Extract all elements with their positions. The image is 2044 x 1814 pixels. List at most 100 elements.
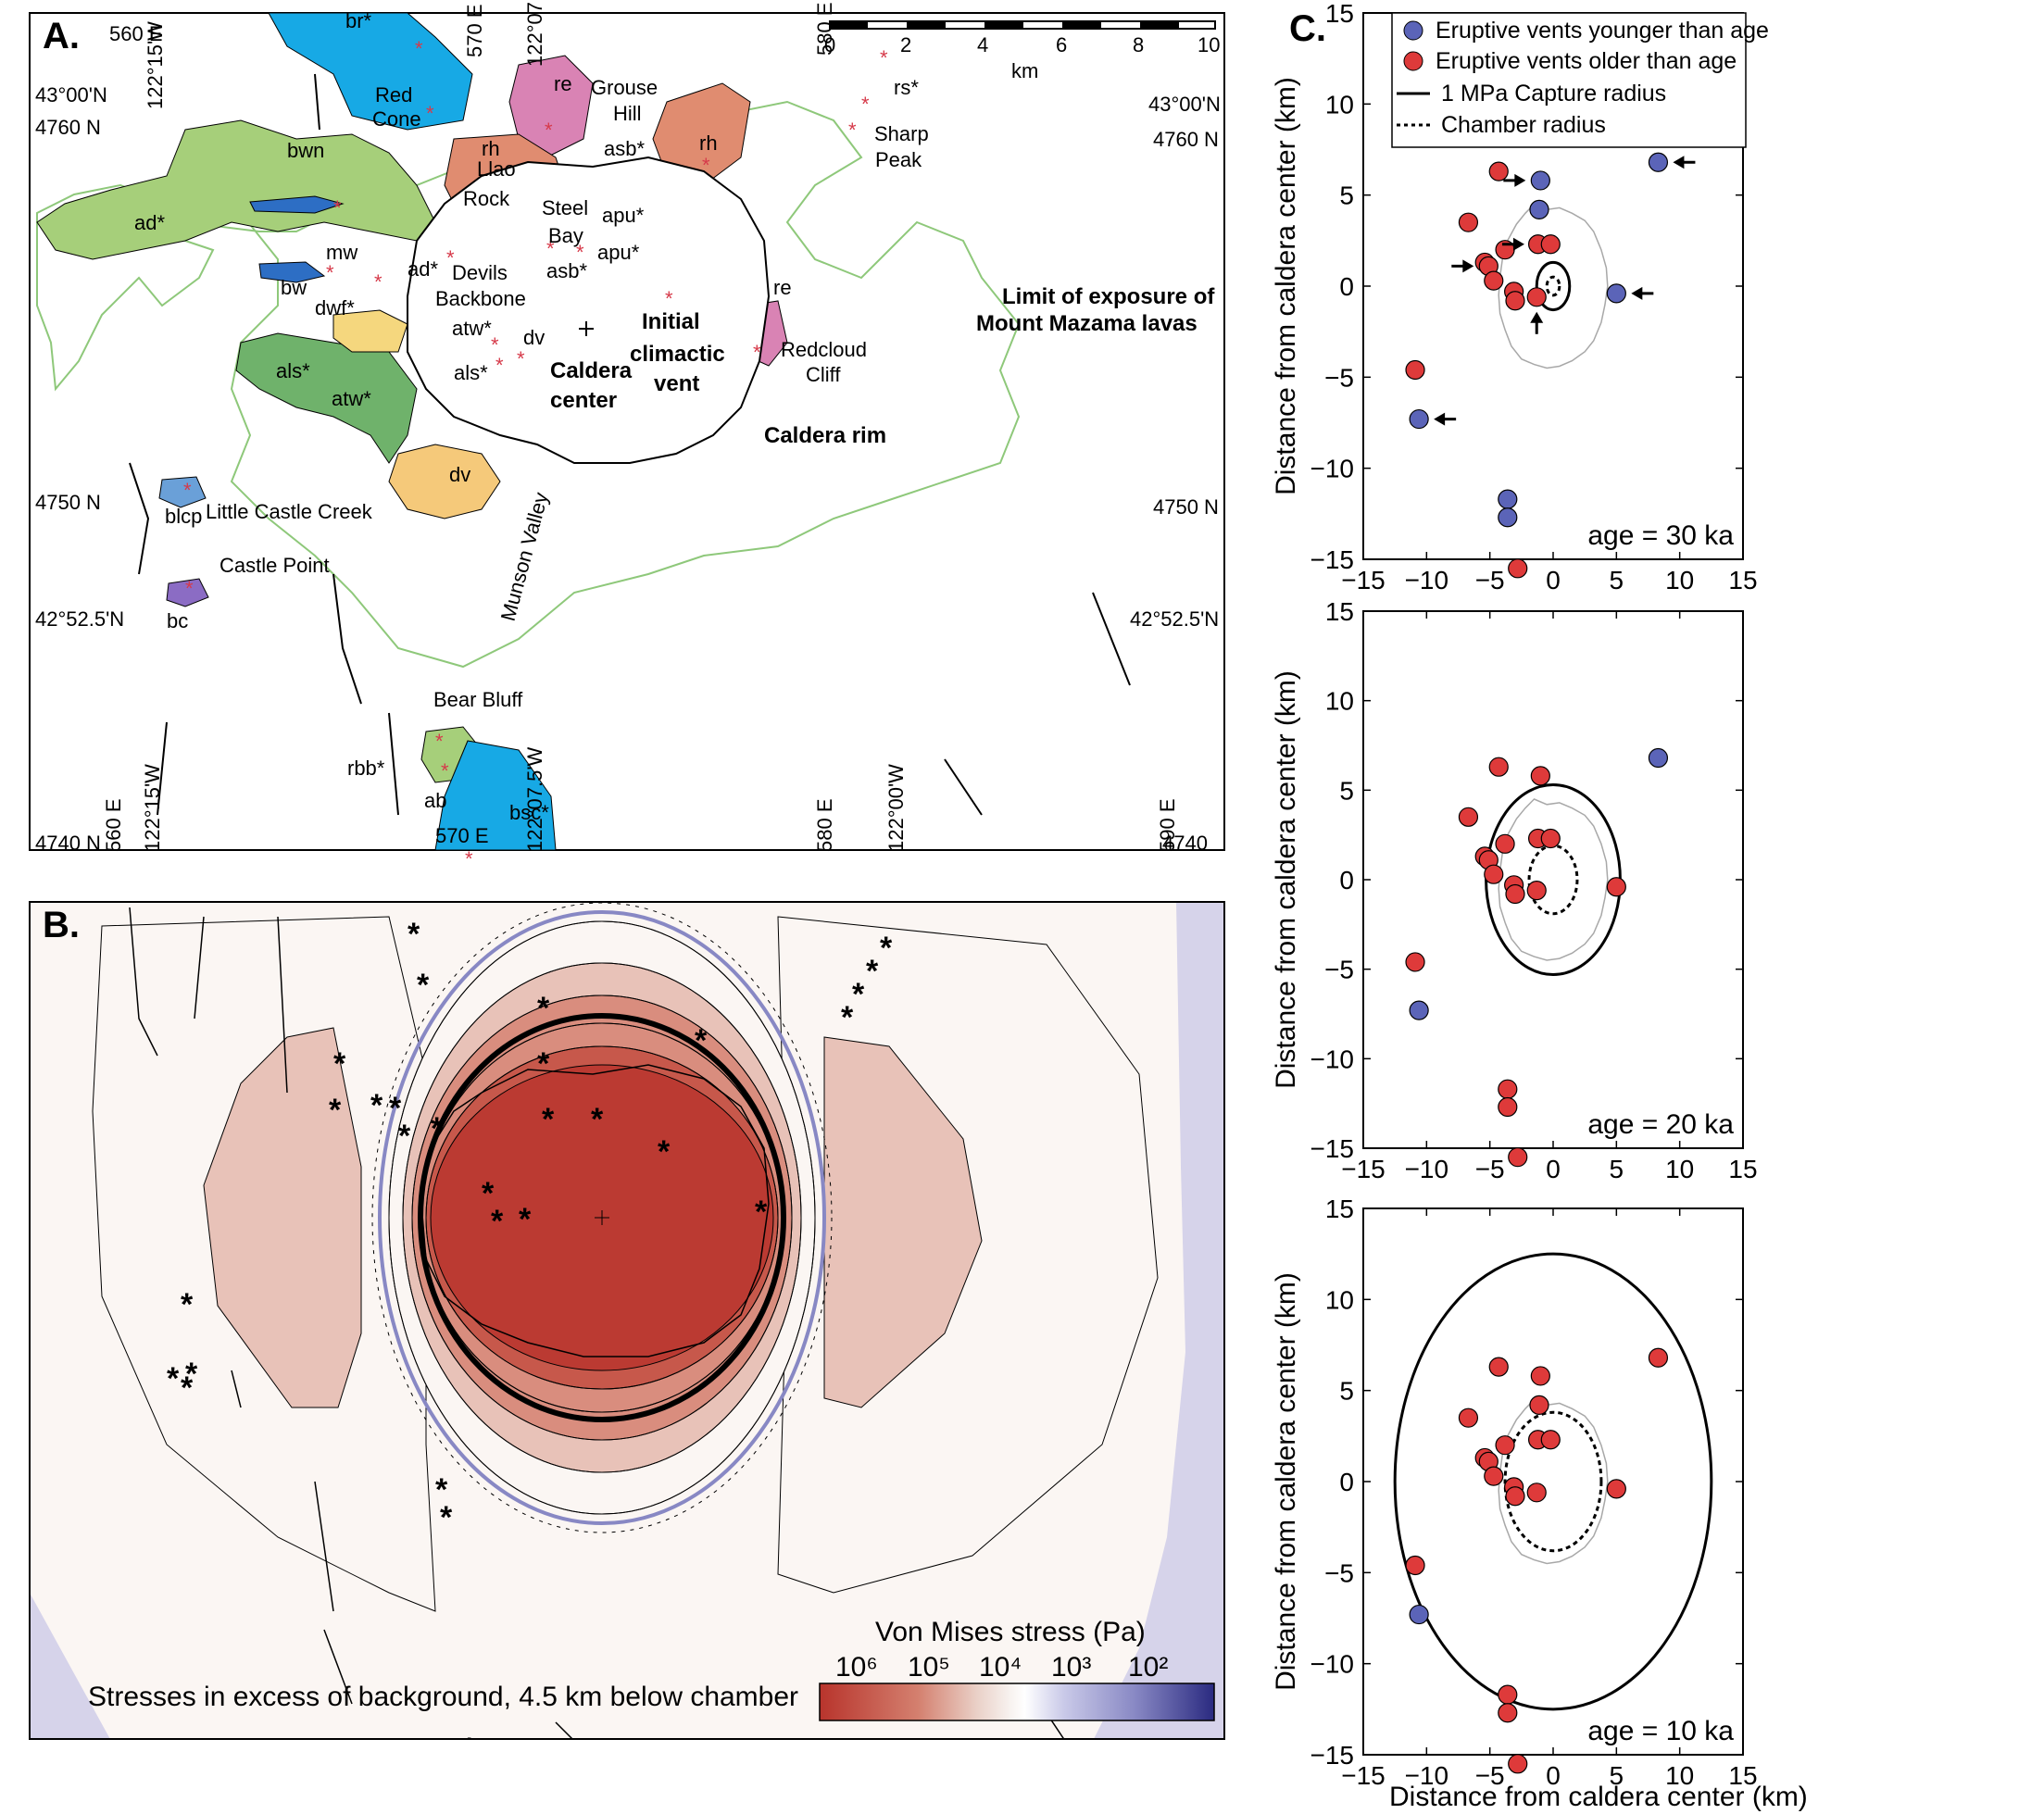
capture-radius-circle	[1535, 260, 1572, 312]
panel-c-letter: C.	[1289, 8, 1326, 49]
vent-older-point	[1484, 270, 1504, 291]
unit-dv	[388, 444, 501, 519]
grid-label: 4760 N	[1153, 128, 1219, 151]
unit-label: Bay	[548, 224, 583, 247]
svg-text:*: *	[491, 333, 499, 357]
vent-older-point	[1508, 558, 1528, 579]
y-tick-label: 5	[1339, 776, 1354, 805]
svg-text:10²: 10²	[1128, 1652, 1168, 1683]
vent-younger-point	[1529, 199, 1549, 219]
unit-atw	[235, 332, 418, 464]
unit-label: ad*	[408, 257, 438, 281]
vent-older-point	[1508, 1754, 1528, 1774]
svg-text:*: *	[389, 1091, 402, 1126]
x-tick-label: 10	[1665, 566, 1694, 594]
vent-older-point	[1495, 1435, 1515, 1456]
caldera-rim-outline	[1498, 798, 1609, 961]
vent-older-point	[1606, 877, 1626, 897]
unit-label: als*	[454, 361, 488, 384]
legend-younger-marker	[1403, 20, 1423, 41]
grid-label: 4750 N	[1153, 495, 1219, 519]
y-tick-label: 5	[1339, 1377, 1354, 1406]
svg-text:*: *	[880, 931, 893, 966]
x-tick-label: 5	[1610, 566, 1624, 594]
caldera-rim-outline	[1498, 1398, 1609, 1565]
x-tick-label: −15	[1341, 1761, 1386, 1790]
unit-label: Sharp	[874, 122, 929, 145]
y-tick-label: 10	[1325, 1285, 1354, 1314]
y-tick-label: −15	[1310, 545, 1355, 574]
x-tick-label: −15	[1341, 1155, 1386, 1183]
unit-label: Little Castle Creek	[206, 500, 373, 523]
colorbar: 10⁶ 10⁵ 10⁴ 10³ 10²	[819, 1652, 1215, 1721]
svg-text:*: *	[665, 287, 673, 310]
unit-label: Bear Bluff	[433, 688, 523, 711]
vent-older-point	[1606, 1479, 1626, 1499]
svg-text:*: *	[185, 577, 194, 600]
svg-text:*: *	[519, 1202, 532, 1237]
unit-label: Hill	[613, 102, 642, 125]
vent-younger-point	[1409, 408, 1429, 430]
unit-label: dv	[523, 326, 545, 349]
svg-text:*: *	[333, 1046, 346, 1082]
x-tick-label: 10	[1665, 1155, 1694, 1183]
unit-label: ad*	[134, 211, 165, 234]
unit-grouse-hill	[508, 55, 594, 158]
x-tick-label: 0	[1546, 1761, 1561, 1790]
svg-text:2: 2	[900, 33, 911, 56]
vent-older-point	[1484, 864, 1504, 884]
vent-older-point	[1484, 1466, 1504, 1486]
grid-label: 580 E	[813, 799, 836, 853]
unit-label: ab	[424, 789, 446, 812]
legend-older-marker	[1403, 51, 1423, 71]
x-tick-label: 10	[1665, 1761, 1694, 1790]
unit-label: bw	[281, 276, 307, 299]
grid-label: 560 E	[109, 22, 163, 45]
grid-label: 590 E	[1156, 799, 1179, 853]
svg-text:*: *	[408, 917, 420, 952]
svg-text:4: 4	[977, 33, 988, 56]
unit-label: Cone	[372, 107, 421, 131]
y-tick-label: −15	[1310, 1134, 1355, 1163]
grid-label: 122°07.5'W	[523, 0, 546, 67]
vent-younger-point	[1498, 507, 1518, 528]
svg-text:*: *	[426, 102, 434, 125]
y-tick-label: −15	[1310, 1741, 1355, 1770]
svg-text:*: *	[446, 246, 455, 269]
svg-text:8: 8	[1133, 33, 1144, 56]
unit-label: Grouse	[591, 76, 658, 99]
legend-older-label: Eruptive vents older than age	[1436, 48, 1737, 74]
scale-bar: 0 2 4 6 8 10 km	[824, 20, 1220, 82]
svg-text:*: *	[440, 1500, 453, 1535]
unit-label: apu*	[597, 241, 640, 264]
svg-text:*: *	[545, 119, 553, 142]
unit-label: bc	[167, 609, 188, 632]
svg-text:*: *	[753, 341, 761, 364]
caldera-rim-outline	[407, 156, 771, 464]
y-tick-label: 15	[1325, 1195, 1354, 1223]
bold-labels: Initial climactic vent Caldera center Caldera…	[550, 284, 1215, 448]
legend-chamber-label: Chamber radius	[1441, 112, 1606, 138]
unit-label: rbb*	[347, 757, 385, 780]
y-tick-label: −5	[1324, 956, 1354, 984]
vent-older-point	[1498, 1079, 1518, 1099]
svg-text:*: *	[591, 1102, 604, 1137]
vent-older-point	[1505, 291, 1525, 311]
x-tick-label: −10	[1405, 566, 1449, 594]
unit-label: re	[554, 72, 572, 95]
panel-b-stress-map: *** *** *** * * * ** * *** ** * *** *** ** B…	[29, 901, 1225, 1740]
unit-label: apu*	[602, 204, 645, 227]
arrow-head	[1514, 173, 1526, 187]
x-tick-label: 5	[1610, 1155, 1624, 1183]
y-tick-label: 0	[1339, 272, 1354, 301]
panel-c-scatter-plots: C. −15−15−10−10−5−5005510101515Distance …	[1271, 0, 1808, 1812]
y-tick-label: 15	[1325, 597, 1354, 626]
svg-text:*: *	[415, 37, 423, 60]
age-annotation: age = 10 ka	[1587, 1716, 1734, 1746]
svg-text:*: *	[441, 759, 449, 782]
chamber-radius-circle	[1545, 275, 1561, 297]
panel-b-letter: B.	[43, 905, 80, 945]
colorbar-title: Von Mises stress (Pa)	[875, 1617, 1146, 1647]
svg-text:*: *	[658, 1134, 671, 1170]
